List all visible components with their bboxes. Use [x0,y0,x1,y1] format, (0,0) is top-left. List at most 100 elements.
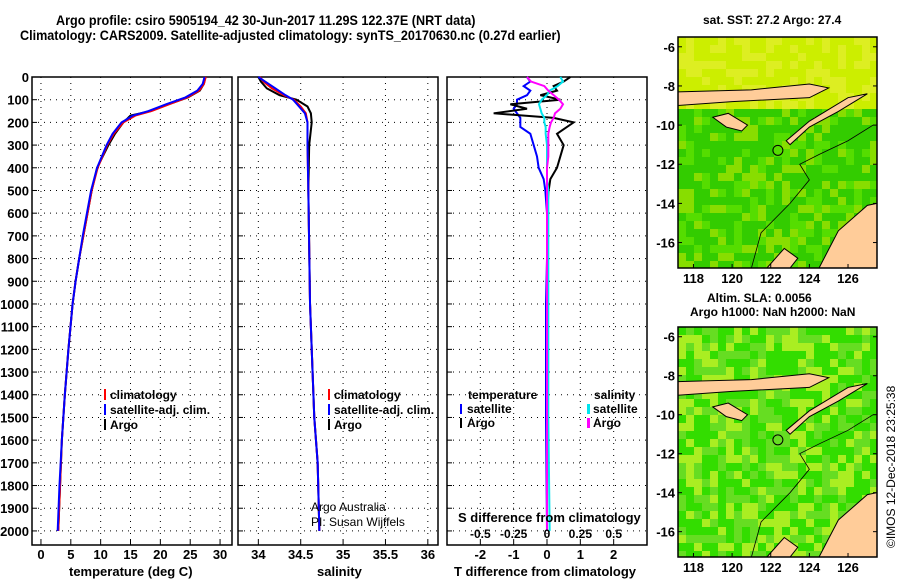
map-cell [854,141,862,149]
map-cell [846,157,854,165]
map-cell [678,53,686,61]
map-cell [806,503,814,511]
map-cell [686,415,694,423]
map-cell [766,463,774,471]
y-tick-label: 400 [7,161,29,176]
map-cell [870,197,877,205]
map-cell [758,221,766,229]
map-cell [742,61,750,69]
map-cell [870,367,877,375]
map-cell [678,85,686,93]
map-cell [710,359,718,367]
map-cell [718,85,726,93]
map-cell [742,495,750,503]
map-cell [782,149,790,157]
map-cell [822,431,830,439]
map-cell [846,399,854,407]
map-cell [750,149,758,157]
map-cell [806,69,814,77]
map-cell [838,53,846,61]
map-cell [798,535,806,543]
map-cell [766,173,774,181]
diff-xlabel: T difference from climatology [454,564,637,579]
map-y-tick-label: -10 [656,408,675,423]
map-cell [814,487,822,495]
map-cell [790,495,798,503]
map-cell [742,431,750,439]
map-cell [686,487,694,495]
map-cell [798,407,806,415]
map-cell [846,503,854,511]
map-cell [782,205,790,213]
map-cell [710,197,718,205]
map-cell [766,343,774,351]
map-cell [710,157,718,165]
map-cell [758,359,766,367]
map-cell [734,423,742,431]
map-cell [774,511,782,519]
map-cell [702,101,710,109]
map-cell [710,117,718,125]
map-cell [758,527,766,535]
map-cell [710,213,718,221]
map-cell [766,245,774,253]
map-cell [790,343,798,351]
map-cell [710,125,718,133]
map-cell [870,375,877,383]
map-cell [822,53,830,61]
map-cell [870,359,877,367]
map-cell [726,157,734,165]
map-cell [838,117,846,125]
map-cell [702,527,710,535]
map-cell [710,367,718,375]
map-cell [766,165,774,173]
y-tick-label: 1300 [0,365,29,380]
map-cell [702,543,710,551]
map-cell [870,141,877,149]
map-cell [790,205,798,213]
map-cell [822,367,830,375]
map-cell [710,471,718,479]
map-cell [686,535,694,543]
map-cell [718,165,726,173]
map-cell [678,109,686,117]
map-cell [790,245,798,253]
map-cell [822,447,830,455]
map-cell [726,69,734,77]
map-cell [750,197,758,205]
map-cell [742,213,750,221]
map-cell [798,391,806,399]
map-cell [782,109,790,117]
map-cell [718,53,726,61]
map-cell [870,391,877,399]
map-cell [758,343,766,351]
map-cell [710,455,718,463]
map-cell [694,471,702,479]
map-cell [838,109,846,117]
map-cell [718,535,726,543]
map-cell [742,221,750,229]
map-cell [822,415,830,423]
map-cell [798,367,806,375]
map-cell [718,495,726,503]
x2-tick-label: 0 [544,527,551,541]
map-cell [702,237,710,245]
map-cell [734,447,742,455]
map-cell [838,85,846,93]
map-cell [734,359,742,367]
map-cell [726,229,734,237]
map-cell [830,495,838,503]
map-cell [822,37,830,45]
map-cell [726,455,734,463]
map-cell [758,535,766,543]
map-cell [766,495,774,503]
map-cell [814,439,822,447]
map-cell [774,61,782,69]
x2-tick-label: 0.5 [605,527,622,541]
map-cell [822,213,830,221]
x-tick-label: -1 [508,547,520,562]
map-cell [702,391,710,399]
map-cell [822,359,830,367]
map-cell [702,487,710,495]
map-cell [830,431,838,439]
